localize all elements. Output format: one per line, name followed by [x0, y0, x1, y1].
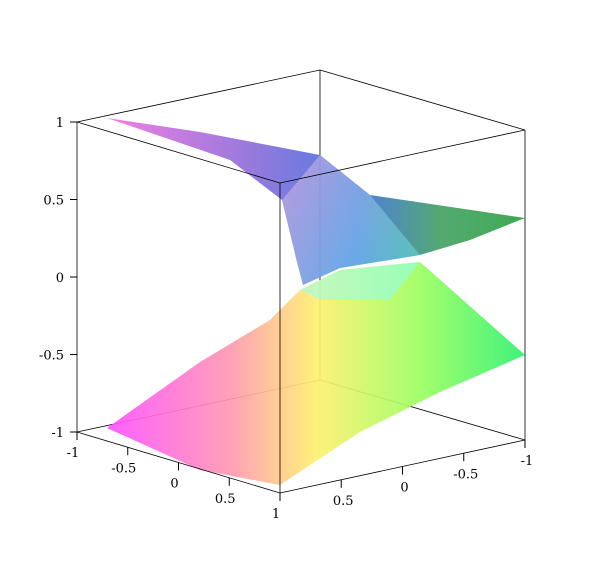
x-tick-label: -1	[67, 446, 80, 461]
y-tick-label: -0.5	[453, 467, 478, 482]
z-tick-label: -0.5	[39, 349, 64, 364]
x-tick-label: 0.5	[215, 492, 236, 507]
z-tick-label: 1	[56, 116, 64, 131]
z-tick-label: 0.5	[43, 194, 64, 209]
x-tick-label: -0.5	[111, 461, 136, 476]
y-tick-label: -1	[521, 454, 534, 469]
y-tick-label: 0.5	[333, 494, 354, 509]
y-tick-label: 0	[400, 481, 408, 496]
surface	[107, 118, 525, 485]
x-tick-label: 0	[170, 477, 178, 492]
box-front	[76, 121, 526, 494]
x-tick-label: 1	[272, 507, 280, 522]
z-tick-label: 0	[56, 271, 64, 286]
z-tick-label: -1	[51, 426, 64, 441]
